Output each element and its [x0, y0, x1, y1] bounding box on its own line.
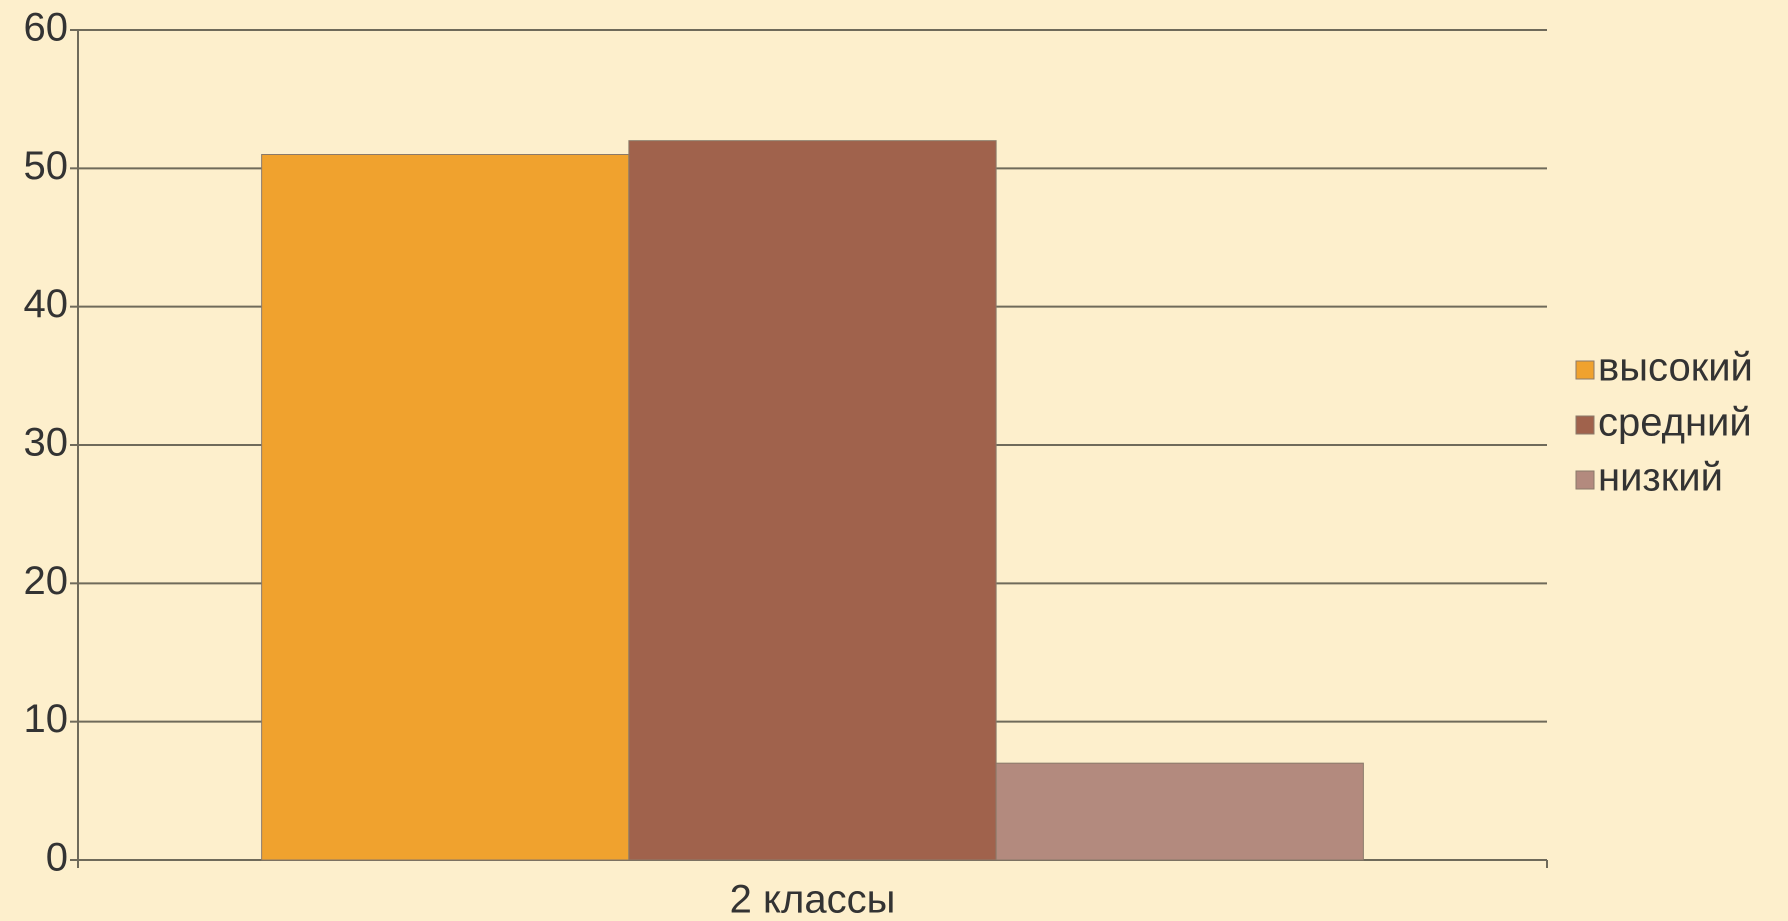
y-tick-label: 60: [24, 6, 69, 50]
y-tick-label: 30: [24, 421, 69, 465]
x-tick-label: 2 классы: [730, 878, 896, 921]
legend-label: средний: [1598, 401, 1752, 445]
bar: [261, 154, 630, 861]
legend-swatch: [1575, 360, 1595, 380]
bar: [628, 140, 997, 861]
legend-label: высокий: [1598, 346, 1753, 390]
y-tick-label: 40: [24, 282, 69, 326]
bar: [995, 762, 1364, 861]
y-tick-label: 0: [46, 836, 68, 880]
y-tick-label: 50: [24, 144, 69, 188]
legend-label: низкий: [1598, 456, 1723, 500]
y-tick-label: 20: [24, 559, 69, 603]
y-tick-label: 10: [24, 697, 69, 741]
legend-swatch: [1575, 415, 1595, 435]
legend-swatch: [1575, 470, 1595, 490]
